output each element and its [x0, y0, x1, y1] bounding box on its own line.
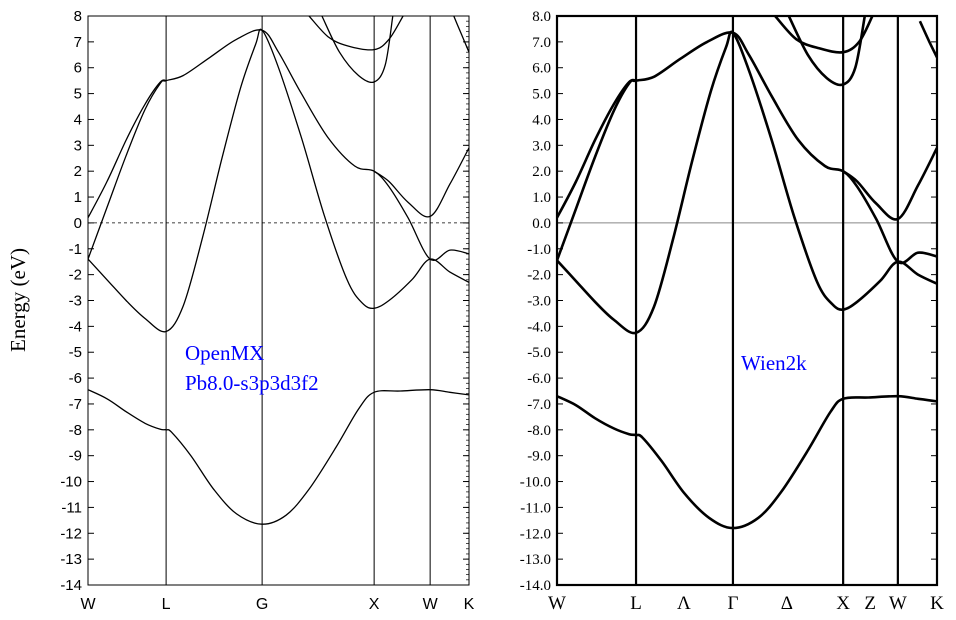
band-line — [918, 20, 937, 58]
y-tick-label: 0.0 — [532, 216, 551, 232]
y-tick-label: -9 — [69, 448, 82, 465]
y-tick-label: -11 — [61, 499, 82, 516]
y-tick-label: 5.0 — [532, 87, 551, 103]
band-line — [774, 16, 874, 54]
y-tick-label: 8.0 — [532, 9, 551, 25]
x-tick-label: W — [548, 593, 566, 614]
y-tick-label: -13.0 — [520, 552, 551, 568]
y-tick-label: -9.0 — [527, 449, 551, 465]
panel-wien2k: W L Λ Γ Δ X Z W K8.07.06.05.04.03.02.01.00.0-1.0… — [520, 9, 944, 614]
method-annotation: Pb8.0-s3p3d3f2 — [185, 371, 319, 395]
x-tick-label: X — [369, 596, 380, 613]
band-line — [88, 29, 469, 261]
y-tick-label: 8 — [74, 8, 82, 25]
y-tick-label: -5 — [69, 344, 82, 361]
y-tick-label: 4 — [74, 111, 82, 128]
x-tick-label: W — [80, 596, 96, 613]
band-line — [557, 78, 637, 219]
x-tick-label: L — [630, 593, 642, 614]
y-tick-label: -7 — [69, 396, 82, 413]
x-tick-label: K — [464, 596, 475, 613]
y-tick-label: -5.0 — [527, 345, 551, 361]
band-line — [88, 389, 469, 525]
band-line — [88, 28, 469, 333]
panel-openmx: W L G X W K 8 7 6 5 4 3 2 1 0 -1 -2 -3 -4 -5 -6 -7 -8 -9 -10 -11 -… — [6, 8, 475, 613]
y-tick-label: 6 — [74, 60, 82, 77]
y-tick-label: -14.0 — [520, 578, 551, 594]
y-tick-label: 7 — [74, 34, 82, 51]
x-tick-label: Z — [864, 593, 876, 614]
y-tick-label: -10 — [60, 474, 82, 491]
y-tick-label: 3 — [74, 137, 82, 154]
x-tick-label: Γ — [727, 593, 738, 614]
plot-frame — [87, 15, 470, 586]
method-annotation: Wien2k — [741, 351, 807, 375]
y-tick-label: -6 — [69, 370, 82, 387]
y-tick-label: 4.0 — [532, 112, 551, 128]
y-tick-label: -8.0 — [527, 423, 551, 439]
x-tick-label: L — [162, 596, 171, 613]
band-line — [373, 147, 469, 218]
y-tick-label: -4.0 — [527, 319, 551, 335]
plot-frame — [555, 14, 939, 587]
y-tick-label: 6.0 — [532, 61, 551, 77]
y-tick-label: -14 — [60, 577, 82, 594]
x-tick-label: G — [256, 596, 268, 613]
band-line — [557, 30, 937, 335]
y-tick-label: 7.0 — [532, 35, 551, 51]
y-tick-label: 0 — [74, 215, 82, 232]
y-tick-label: 1 — [74, 189, 82, 206]
band-line — [321, 16, 394, 84]
y-tick-label: -7.0 — [527, 397, 551, 413]
y-tick-label: -2.0 — [527, 268, 551, 284]
band-line — [557, 31, 937, 265]
band-line — [787, 16, 867, 87]
band-line — [453, 16, 469, 53]
y-tick-label: -1 — [69, 241, 82, 258]
x-tick-label: K — [930, 593, 944, 614]
band-line — [557, 394, 937, 530]
y-tick-label: -1.0 — [527, 242, 551, 258]
y-tick-label: -4 — [69, 318, 82, 335]
x-tick-label: W — [889, 593, 907, 614]
y-tick-label: -12 — [60, 525, 82, 542]
bands — [88, 16, 469, 525]
band-line — [88, 79, 167, 219]
y-tick-label: -11.0 — [520, 500, 551, 516]
y-tick-label: 1.0 — [532, 190, 551, 206]
y-tick-label: 2 — [74, 163, 82, 180]
y-tick-label: -13 — [60, 551, 82, 568]
y-tick-label: -12.0 — [520, 526, 551, 542]
bands — [557, 16, 937, 530]
y-tick-label: -10.0 — [520, 475, 551, 491]
method-annotation: OpenMX — [185, 341, 264, 365]
y-tick-label: 5 — [74, 86, 82, 103]
x-tick-label: W — [423, 596, 439, 613]
y-tick-label: -8 — [69, 422, 82, 439]
y-tick-label: -2 — [69, 267, 82, 284]
x-tick-label: Λ — [677, 593, 691, 614]
y-tick-label: 2.0 — [532, 164, 551, 180]
x-tick-label: Δ — [781, 593, 793, 614]
x-tick-label: X — [836, 593, 850, 614]
y-tick-label: 3.0 — [532, 138, 551, 154]
band-line — [842, 147, 937, 221]
y-tick-label: -3.0 — [527, 294, 551, 310]
y-tick-label: -3 — [69, 293, 82, 310]
y-axis-label: Energy (eV) — [6, 248, 30, 352]
y-tick-label: -6.0 — [527, 371, 551, 387]
